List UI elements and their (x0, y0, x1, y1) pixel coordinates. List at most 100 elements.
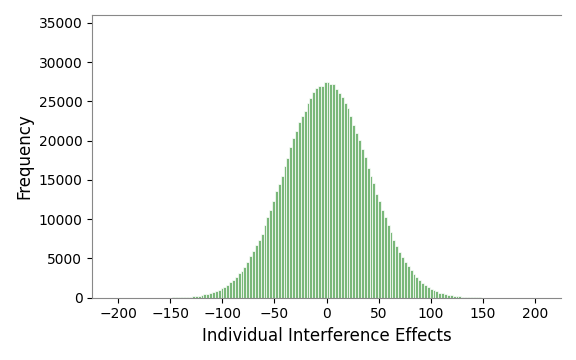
Bar (398, 252, 401, 298)
Bar (427, 287, 430, 298)
Bar (386, 225, 389, 298)
Bar (358, 140, 361, 298)
Bar (335, 89, 338, 298)
Bar (392, 240, 395, 298)
Bar (261, 234, 264, 298)
Bar (341, 98, 344, 298)
Bar (355, 133, 358, 298)
Bar (350, 117, 353, 298)
Bar (206, 294, 209, 298)
Bar (238, 273, 241, 298)
Bar (435, 291, 438, 298)
X-axis label: Individual Interference Effects: Individual Interference Effects (202, 327, 452, 345)
Bar (461, 297, 464, 298)
Bar (407, 266, 410, 298)
Bar (364, 157, 367, 298)
Bar (389, 232, 392, 298)
Bar (267, 217, 269, 298)
Bar (209, 293, 212, 298)
Bar (249, 256, 252, 298)
Bar (373, 183, 376, 298)
Bar (247, 262, 249, 298)
Bar (384, 217, 386, 298)
Bar (370, 176, 373, 298)
Bar (404, 262, 407, 298)
Bar (441, 293, 444, 298)
Y-axis label: Frequency: Frequency (15, 113, 33, 199)
Bar (244, 267, 247, 298)
Bar (232, 280, 235, 298)
Bar (226, 285, 229, 298)
Bar (304, 112, 306, 298)
Bar (212, 292, 215, 298)
Bar (200, 295, 203, 298)
Bar (278, 184, 281, 298)
Bar (269, 210, 272, 298)
Bar (295, 131, 298, 298)
Bar (353, 125, 355, 298)
Bar (223, 287, 226, 298)
Bar (180, 297, 183, 298)
Bar (301, 117, 304, 298)
Bar (433, 290, 435, 298)
Bar (418, 280, 421, 298)
Bar (312, 92, 315, 298)
Bar (467, 297, 470, 298)
Bar (289, 147, 292, 298)
Bar (453, 296, 456, 298)
Bar (347, 108, 350, 298)
Bar (378, 201, 381, 298)
Bar (430, 289, 433, 298)
Bar (215, 291, 218, 298)
Bar (381, 210, 384, 298)
Bar (458, 296, 461, 298)
Bar (309, 98, 312, 298)
Bar (229, 283, 232, 298)
Bar (298, 122, 301, 298)
Bar (412, 274, 415, 298)
Bar (235, 277, 238, 298)
Bar (189, 297, 192, 298)
Bar (401, 257, 404, 298)
Bar (447, 295, 450, 298)
Bar (306, 103, 309, 298)
Bar (198, 296, 200, 298)
Bar (470, 297, 473, 298)
Bar (456, 296, 458, 298)
Bar (281, 176, 283, 298)
Bar (283, 166, 286, 298)
Bar (376, 194, 378, 298)
Bar (264, 225, 267, 298)
Bar (473, 297, 476, 298)
Bar (192, 296, 195, 298)
Bar (415, 277, 418, 298)
Bar (258, 240, 261, 298)
Bar (367, 168, 370, 298)
Bar (318, 86, 321, 298)
Bar (338, 93, 341, 298)
Bar (252, 251, 255, 298)
Bar (421, 283, 424, 298)
Bar (327, 82, 329, 298)
Bar (395, 246, 398, 298)
Bar (255, 245, 258, 298)
Bar (324, 82, 327, 298)
Bar (221, 288, 223, 298)
Bar (218, 290, 221, 298)
Bar (241, 271, 244, 298)
Bar (275, 192, 278, 298)
Bar (410, 270, 412, 298)
Bar (286, 158, 289, 298)
Bar (272, 202, 275, 298)
Bar (361, 149, 364, 298)
Bar (329, 84, 332, 298)
Bar (186, 297, 189, 298)
Bar (203, 294, 206, 298)
Bar (292, 138, 295, 298)
Bar (321, 86, 324, 298)
Bar (195, 296, 198, 298)
Bar (438, 293, 441, 298)
Bar (332, 84, 335, 298)
Bar (424, 285, 427, 298)
Bar (444, 294, 447, 298)
